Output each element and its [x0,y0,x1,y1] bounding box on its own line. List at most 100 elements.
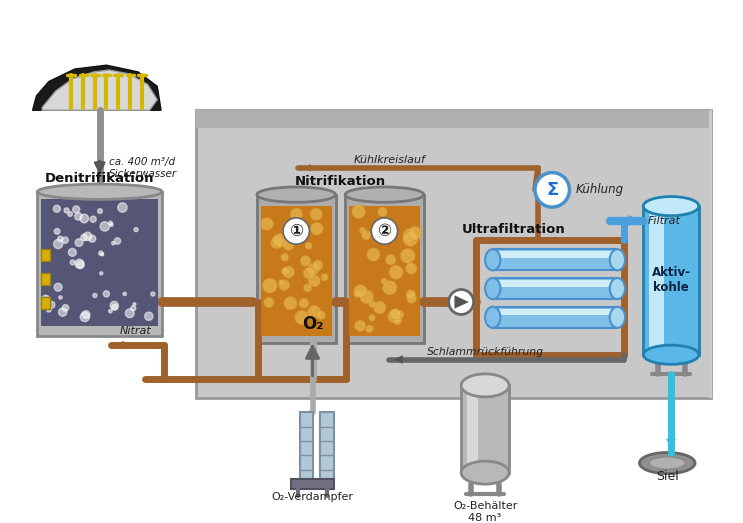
Circle shape [403,231,418,246]
Circle shape [261,218,273,231]
Circle shape [53,240,62,248]
Circle shape [354,290,361,298]
Circle shape [75,238,83,246]
Circle shape [80,312,89,322]
Circle shape [393,316,402,325]
Circle shape [117,203,127,212]
Circle shape [77,261,84,269]
FancyBboxPatch shape [41,273,50,285]
FancyBboxPatch shape [493,280,617,287]
Circle shape [351,204,366,219]
Circle shape [408,226,422,240]
Circle shape [270,236,283,249]
Circle shape [81,234,88,241]
FancyBboxPatch shape [345,195,424,343]
Circle shape [360,290,374,304]
Circle shape [308,305,321,319]
Circle shape [88,235,96,242]
Polygon shape [455,295,469,309]
Circle shape [354,285,367,298]
FancyBboxPatch shape [37,192,162,336]
Ellipse shape [485,307,501,328]
Circle shape [70,260,75,265]
Circle shape [111,242,115,245]
Circle shape [400,248,415,264]
FancyBboxPatch shape [349,206,420,336]
Text: Nitrat: Nitrat [120,326,151,336]
Circle shape [449,290,473,314]
Circle shape [361,230,371,240]
Circle shape [313,260,323,270]
Text: Siel: Siel [656,470,678,483]
Circle shape [386,254,396,265]
FancyBboxPatch shape [195,110,711,128]
Circle shape [299,298,309,308]
FancyBboxPatch shape [291,480,334,489]
Text: Filtrat: Filtrat [648,215,681,225]
FancyBboxPatch shape [643,206,699,355]
Circle shape [74,213,82,220]
Circle shape [59,296,62,299]
Circle shape [300,256,311,266]
Circle shape [296,223,307,235]
FancyBboxPatch shape [493,251,617,258]
Circle shape [369,300,376,308]
Circle shape [377,207,387,217]
Circle shape [380,278,387,285]
Circle shape [279,279,290,291]
FancyBboxPatch shape [257,195,336,343]
FancyBboxPatch shape [649,206,664,355]
Circle shape [100,222,109,231]
Circle shape [82,311,90,319]
Ellipse shape [485,278,501,299]
Circle shape [373,301,386,314]
Circle shape [93,293,97,298]
Circle shape [354,320,366,332]
Text: Ultrafiltration: Ultrafiltration [462,223,565,236]
Circle shape [134,228,138,232]
Circle shape [59,308,67,316]
Circle shape [264,297,274,308]
Circle shape [64,208,69,213]
Text: ②: ② [377,222,392,240]
FancyBboxPatch shape [300,412,314,480]
Circle shape [310,208,322,221]
Circle shape [123,292,126,295]
FancyBboxPatch shape [710,110,713,398]
FancyBboxPatch shape [467,385,478,473]
FancyBboxPatch shape [320,412,334,480]
Circle shape [311,222,323,235]
Text: Nitrifikation: Nitrifikation [295,175,386,188]
Circle shape [369,314,375,321]
Ellipse shape [485,249,501,270]
Circle shape [111,304,117,310]
Circle shape [397,311,404,318]
Ellipse shape [649,457,686,469]
Circle shape [367,248,380,262]
Circle shape [131,306,136,311]
Circle shape [83,232,92,241]
Circle shape [54,283,62,291]
Circle shape [73,206,80,213]
Circle shape [389,265,403,279]
Circle shape [406,293,417,303]
Circle shape [75,259,84,268]
FancyBboxPatch shape [493,309,617,315]
FancyBboxPatch shape [41,297,50,309]
Circle shape [110,223,113,226]
Circle shape [535,173,569,207]
Ellipse shape [643,197,699,215]
Circle shape [42,295,50,303]
Circle shape [48,301,55,308]
Circle shape [133,303,136,305]
Circle shape [321,274,328,281]
Circle shape [58,236,63,242]
Circle shape [108,310,112,313]
FancyBboxPatch shape [493,307,617,328]
FancyBboxPatch shape [493,278,617,299]
Circle shape [47,308,51,312]
Circle shape [80,214,88,223]
Circle shape [273,233,287,247]
Polygon shape [42,70,158,110]
Circle shape [68,212,73,217]
